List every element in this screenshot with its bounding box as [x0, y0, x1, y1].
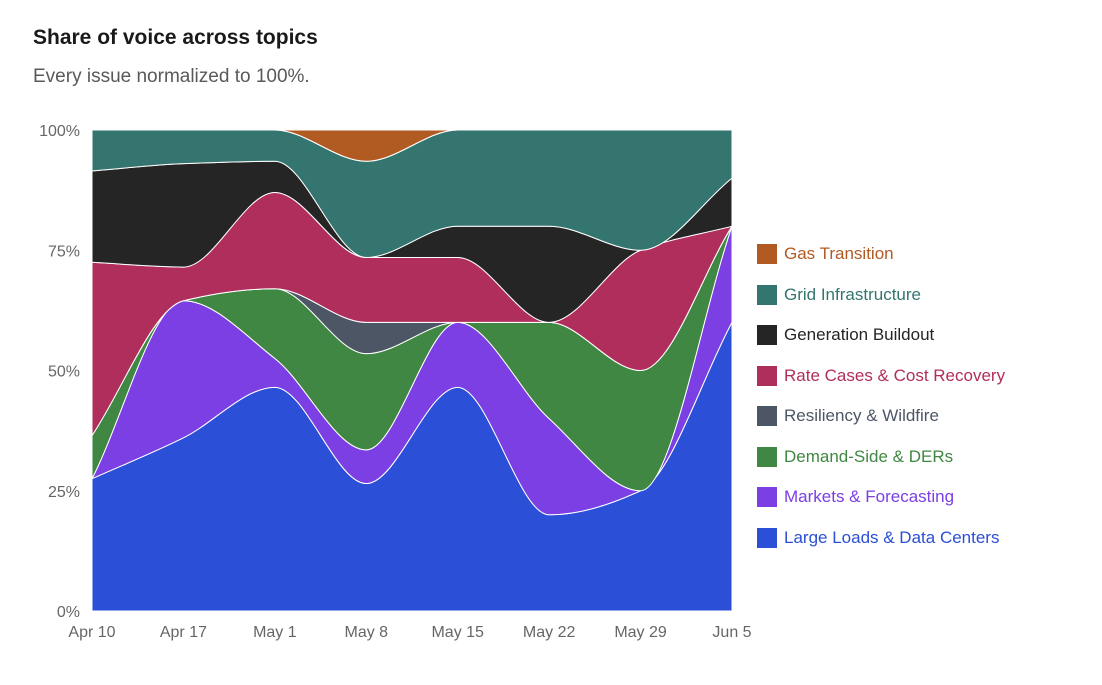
y-tick-label: 25% — [48, 484, 80, 501]
legend-label: Markets & Forecasting — [784, 487, 955, 507]
x-tick-label: May 29 — [614, 624, 667, 641]
legend-label: Generation Buildout — [784, 325, 935, 345]
legend-item: Gas Transition — [757, 234, 1087, 275]
x-tick-label: Jun 5 — [712, 624, 751, 641]
y-tick-label: 50% — [48, 364, 80, 381]
y-tick-label: 75% — [48, 243, 80, 260]
x-tick-label: May 1 — [253, 624, 297, 641]
legend-label: Large Loads & Data Centers — [784, 527, 1000, 547]
legend-item: Rate Cases & Cost Recovery — [757, 356, 1087, 397]
x-tick-label: May 22 — [523, 624, 576, 641]
legend-item: Generation Buildout — [757, 315, 1087, 356]
legend-swatch — [757, 365, 777, 386]
y-axis: 0% 25% 50% 75% 100% — [39, 123, 80, 621]
legend-label: Resiliency & Wildfire — [784, 406, 939, 426]
x-tick-label: May 15 — [431, 624, 484, 641]
legend-label: Gas Transition — [784, 244, 894, 264]
x-tick-label: May 8 — [344, 624, 388, 641]
legend-swatch — [757, 487, 777, 508]
chart-title: Share of voice across topics — [33, 26, 318, 49]
x-tick-label: Apr 10 — [68, 624, 115, 641]
legend-label: Demand-Side & DERs — [784, 446, 954, 466]
legend-swatch — [757, 325, 777, 346]
legend: Gas Transition Grid Infrastructure Generat… — [757, 234, 1087, 558]
legend-label: Rate Cases & Cost Recovery — [784, 365, 1006, 385]
y-tick-label: 100% — [39, 123, 80, 140]
legend-item: Resiliency & Wildfire — [757, 396, 1087, 437]
x-axis: Apr 10 Apr 17 May 1 May 8 May 15 May 22 May 29… — [68, 624, 751, 641]
area-gas-transition — [91, 129, 733, 162]
x-tick-label: Apr 17 — [160, 624, 207, 641]
legend-item: Markets & Forecasting — [757, 477, 1087, 518]
area-layers — [91, 129, 733, 612]
legend-swatch — [757, 446, 777, 467]
legend-item: Large Loads & Data Centers — [757, 518, 1087, 559]
legend-swatch — [757, 244, 777, 265]
legend-swatch — [757, 284, 777, 305]
legend-label: Grid Infrastructure — [784, 284, 921, 304]
legend-item: Demand-Side & DERs — [757, 437, 1087, 478]
legend-swatch — [757, 406, 777, 427]
legend-item: Grid Infrastructure — [757, 275, 1087, 316]
legend-swatch — [757, 527, 777, 548]
chart-subtitle: Every issue normalized to 100%. — [33, 66, 310, 87]
y-tick-label: 0% — [57, 604, 80, 621]
stacked-area-chart: 0% 25% 50% 75% 100% Apr 10 Apr 17 May 1 May 8 Ma… — [39, 123, 752, 641]
